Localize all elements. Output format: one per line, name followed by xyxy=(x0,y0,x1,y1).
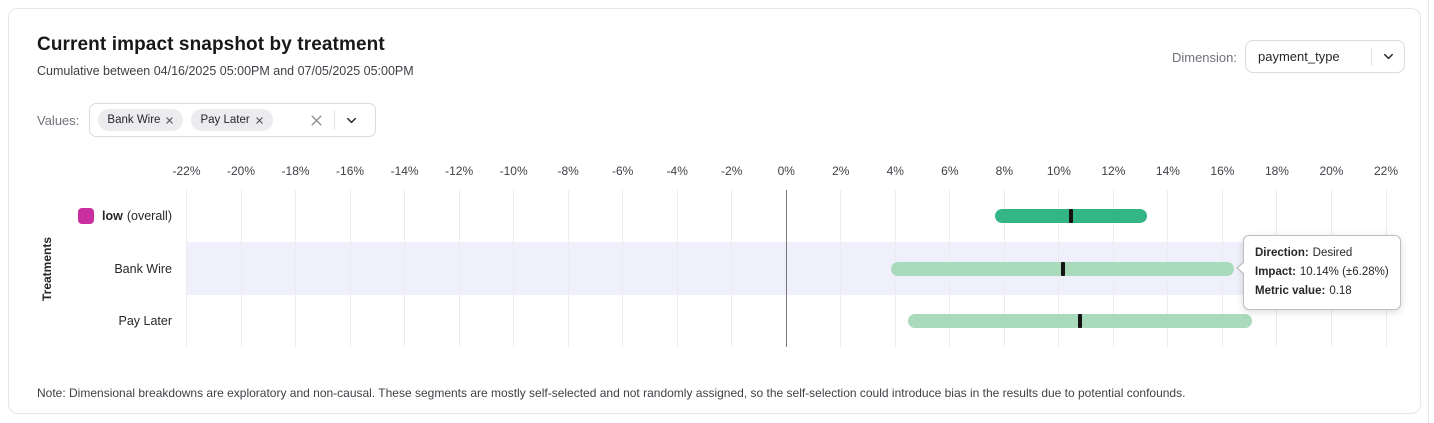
date-range-subtitle: Cumulative between 04/16/2025 05:00PM an… xyxy=(37,64,414,78)
select-divider xyxy=(1371,47,1372,66)
values-multiselect[interactable]: Bank Wire Pay Later xyxy=(89,103,376,137)
chip-remove-icon[interactable] xyxy=(255,116,264,125)
dimension-label: Dimension: xyxy=(1171,50,1237,65)
values-control: Values: Bank Wire Pay Later xyxy=(37,103,376,137)
impact-confidence-bar[interactable] xyxy=(995,209,1148,224)
dimension-select[interactable]: payment_type xyxy=(1245,40,1405,73)
tooltip-metric-value: Metric value: 0.18 xyxy=(1255,285,1352,297)
chevron-down-icon[interactable] xyxy=(335,113,369,128)
adjacent-card-edge xyxy=(1428,0,1434,423)
value-chip-bank-wire[interactable]: Bank Wire xyxy=(98,109,184,131)
tooltip-impact: Impact: 10.14% (±6.28%) xyxy=(1255,266,1389,278)
chart-tooltip: Direction: Desired Impact: 10.14% (±6.28%)… xyxy=(1236,235,1401,310)
impact-snapshot-card: Current impact snapshot by treatment Cum… xyxy=(8,8,1421,414)
page-title: Current impact snapshot by treatment xyxy=(37,34,385,55)
value-chip-pay-later[interactable]: Pay Later xyxy=(191,109,273,131)
chip-remove-icon[interactable] xyxy=(165,116,174,125)
values-label: Values: xyxy=(37,112,80,128)
disclaimer-note: Note: Dimensional breakdowns are explora… xyxy=(37,386,1186,400)
clear-all-icon[interactable] xyxy=(309,113,324,128)
impact-confidence-bar[interactable] xyxy=(891,261,1234,276)
chevron-down-icon[interactable] xyxy=(1372,49,1404,64)
chip-label: Bank Wire xyxy=(107,114,161,126)
select-divider xyxy=(333,110,335,130)
impact-confidence-bar[interactable] xyxy=(908,313,1253,328)
dimension-selected-value: payment_type xyxy=(1258,49,1340,64)
tooltip-direction: Direction: Desired xyxy=(1255,247,1353,259)
chip-label: Pay Later xyxy=(200,114,250,126)
